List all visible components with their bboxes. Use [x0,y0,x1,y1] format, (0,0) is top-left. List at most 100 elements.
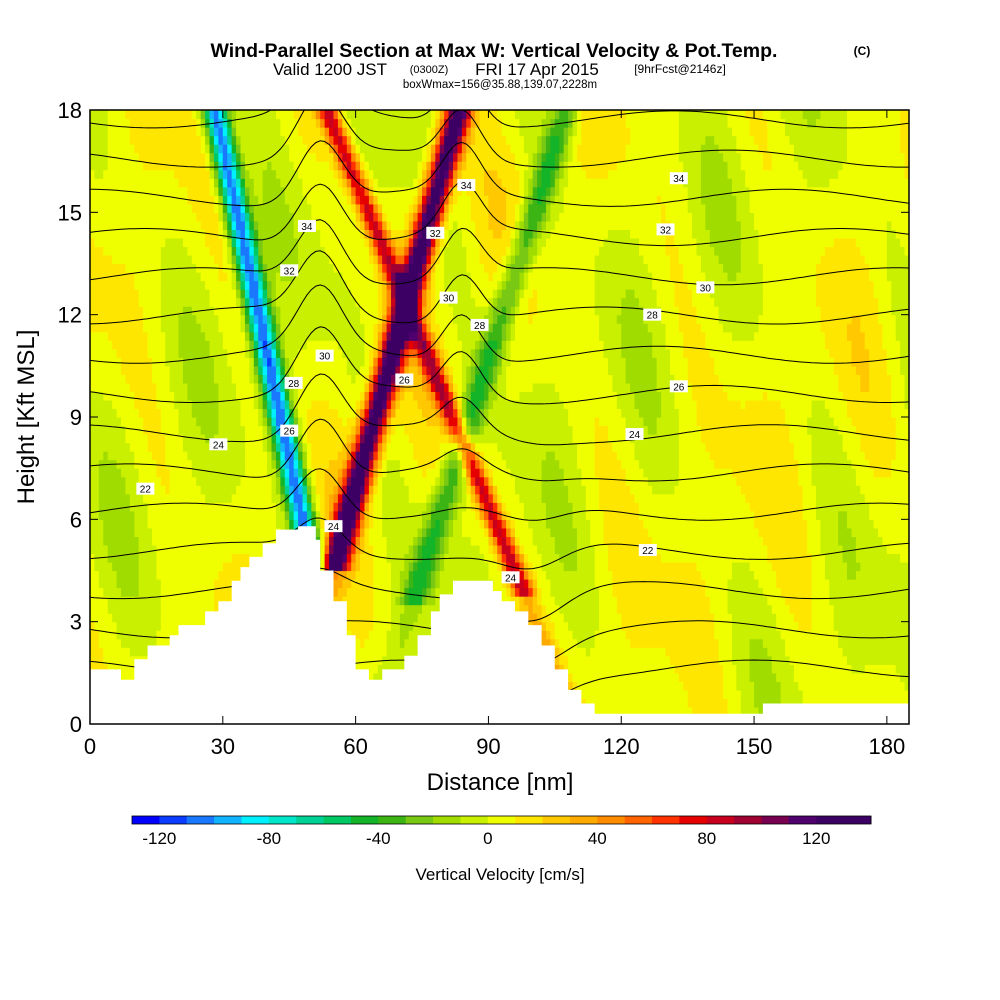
velocity-cell [90,263,96,273]
velocity-cell [320,434,326,444]
velocity-cell [151,254,158,265]
velocity-cell [293,365,299,375]
velocity-cell [240,408,246,418]
velocity-cell [160,195,166,205]
velocity-cell [191,169,197,179]
velocity-cell [209,527,215,537]
velocity-cell [302,468,308,478]
velocity-cell [165,493,171,503]
velocity-cell [355,110,361,120]
velocity-cell [112,127,118,137]
velocity-cell [94,536,100,546]
velocity-cell [205,374,211,384]
velocity-cell [342,459,348,469]
velocity-cell [103,417,109,427]
velocity-cell [174,510,180,520]
velocity-cell [320,382,326,393]
velocity-cell [209,169,215,179]
velocity-cell [178,527,184,537]
velocity-cell [196,570,202,580]
velocity-cell [107,561,113,572]
velocity-cell [346,570,352,580]
velocity-cell [169,314,175,324]
velocity-cell [205,220,211,230]
velocity-cell [360,178,366,188]
velocity-cell [395,579,401,589]
velocity-cell [298,502,304,512]
velocity-cell [306,246,312,256]
velocity-cell [329,220,335,230]
velocity-cell [275,399,281,410]
velocity-cell [320,127,326,137]
velocity-cell [249,527,255,537]
velocity-cell [151,212,158,222]
velocity-cell [284,186,290,196]
velocity-cell [240,212,246,222]
velocity-cell [116,468,122,478]
velocity-cell [360,195,366,205]
velocity-cell [337,212,343,222]
velocity-cell [178,596,184,606]
velocity-cell [182,459,188,469]
velocity-cell [107,408,113,418]
velocity-cell [293,246,299,256]
velocity-cell [360,527,366,537]
velocity-cell [262,289,268,299]
velocity-cell [125,246,131,256]
velocity-cell [360,374,366,384]
velocity-cell [271,297,277,307]
velocity-cell [205,306,211,316]
velocity-cell [222,570,228,580]
velocity-cell [284,229,290,239]
velocity-cell [134,246,140,256]
velocity-cell [386,246,392,256]
velocity-cell [138,613,144,623]
velocity-cell [112,195,118,205]
velocity-cell [134,596,140,606]
velocity-cell [262,357,268,367]
velocity-cell [94,144,100,154]
velocity-cell [360,169,366,179]
velocity-cell [222,596,228,606]
velocity-cell [382,152,388,162]
velocity-cell [280,442,286,452]
velocity-cell [236,510,242,520]
velocity-cell [373,382,379,393]
velocity-cell [360,459,366,469]
velocity-cell [209,510,215,520]
velocity-cell [377,672,383,682]
velocity-cell [94,118,100,128]
velocity-cell [182,570,188,580]
velocity-cell [240,203,246,213]
velocity-cell [271,434,277,444]
velocity-cell [125,579,131,589]
velocity-cell [298,485,304,495]
velocity-cell [165,459,171,469]
velocity-cell [258,502,264,512]
velocity-cell [160,254,166,265]
velocity-cell [107,399,113,410]
velocity-cell [107,493,113,503]
velocity-cell [182,510,188,520]
velocity-cell [377,502,383,512]
velocity-cell [178,613,184,623]
velocity-cell [395,561,401,572]
velocity-cell [262,493,268,503]
velocity-cell [169,195,175,205]
velocity-cell [391,152,397,162]
velocity-cell [112,365,118,375]
velocity-cell [324,186,330,196]
velocity-cell [156,638,162,648]
velocity-cell [249,382,255,393]
velocity-cell [169,596,175,606]
velocity-cell [368,357,374,367]
velocity-cell [103,408,109,418]
velocity-cell [191,331,197,341]
velocity-cell [187,391,193,401]
velocity-cell [116,110,122,120]
velocity-cell [98,331,104,341]
velocity-cell [174,553,180,563]
velocity-cell [94,493,100,503]
velocity-cell [249,178,255,188]
velocity-cell [360,425,366,435]
